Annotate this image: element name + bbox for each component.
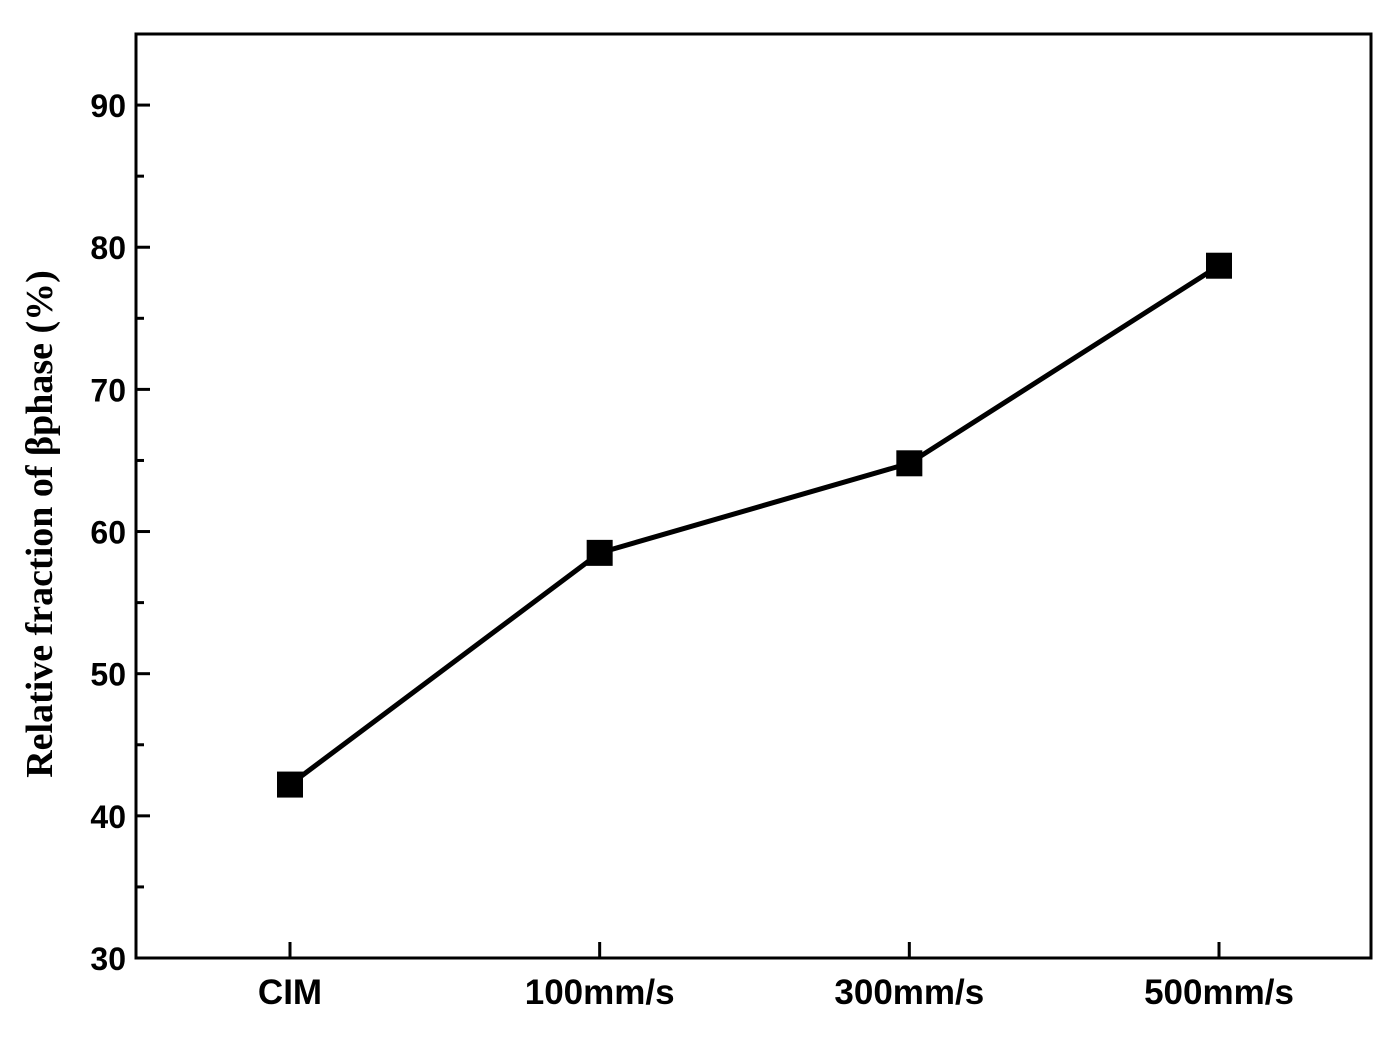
y-tick-label: 60 bbox=[90, 515, 126, 551]
x-tick-labels: CIM 100mm/s 300mm/s 500mm/s bbox=[258, 973, 1294, 1012]
y-tick-label: 70 bbox=[90, 372, 126, 408]
data-point-marker bbox=[586, 539, 613, 566]
y-tick-label: 80 bbox=[90, 230, 126, 266]
y-tick-labels: 30 40 50 60 70 80 90 bbox=[90, 88, 126, 977]
series-line bbox=[288, 263, 1221, 787]
x-tick-label: 300mm/s bbox=[834, 973, 984, 1012]
plot-frame bbox=[134, 32, 1373, 960]
y-tick-label: 90 bbox=[90, 88, 126, 124]
x-tick-label: 100mm/s bbox=[525, 973, 675, 1012]
y-tick-label: 40 bbox=[90, 799, 126, 835]
y-axis-label: Relative fraction of βphase (%) bbox=[19, 270, 61, 778]
data-point-marker bbox=[1206, 252, 1232, 279]
x-tick-label: 500mm/s bbox=[1144, 973, 1294, 1012]
data-point-marker bbox=[896, 450, 923, 477]
y-tick-label: 50 bbox=[90, 657, 126, 693]
y-tick-label: 30 bbox=[90, 941, 126, 977]
x-tick-label: CIM bbox=[258, 973, 322, 1012]
data-point-marker bbox=[277, 771, 303, 798]
series-layer bbox=[277, 252, 1232, 798]
